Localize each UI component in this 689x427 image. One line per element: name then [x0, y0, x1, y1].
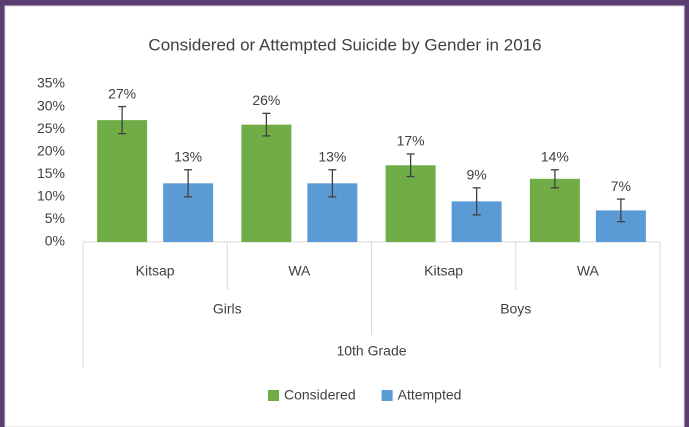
data-label: 27%: [108, 85, 136, 101]
data-label: 7%: [611, 178, 631, 194]
error-bar: [262, 112, 271, 137]
y-tick-label: 30%: [37, 97, 65, 113]
group-label: Boys: [500, 301, 531, 317]
error-bar: [118, 105, 127, 135]
legend-swatch: [268, 390, 279, 401]
axis-group-label: 10th Grade: [336, 343, 406, 359]
data-label: 14%: [541, 148, 569, 164]
data-label: 9%: [467, 167, 487, 183]
data-label: 13%: [318, 148, 346, 164]
chart-title: Considered or Attempted Suicide by Gende…: [148, 35, 541, 54]
legend-swatch: [381, 390, 393, 401]
y-tick-label: 15%: [37, 165, 65, 181]
data-label: 13%: [174, 148, 202, 164]
error-bar: [616, 198, 625, 223]
group-label: Girls: [213, 301, 242, 317]
x-tick-label: WA: [577, 263, 600, 279]
bar: [97, 120, 148, 242]
y-tick-label: 35%: [37, 75, 65, 91]
bar: [529, 178, 580, 242]
y-tick-label: 25%: [37, 120, 65, 136]
x-tick-label: Kitsap: [424, 263, 463, 279]
bar: [385, 165, 436, 242]
y-tick-label: 0%: [45, 233, 65, 249]
data-label: 17%: [397, 133, 425, 149]
error-bar: [328, 169, 337, 198]
error-bar: [472, 187, 481, 216]
bar: [241, 124, 292, 242]
error-bar: [550, 169, 559, 189]
data-label: 26%: [252, 92, 280, 108]
error-bar: [184, 169, 193, 198]
legend-label: Considered: [284, 387, 356, 403]
y-tick-label: 20%: [37, 142, 65, 158]
x-tick-label: WA: [288, 263, 311, 279]
error-bar: [406, 153, 415, 178]
y-tick-label: 5%: [45, 210, 65, 226]
x-tick-label: Kitsap: [136, 263, 175, 279]
y-tick-label: 10%: [37, 188, 65, 204]
legend-label: Attempted: [398, 387, 462, 403]
